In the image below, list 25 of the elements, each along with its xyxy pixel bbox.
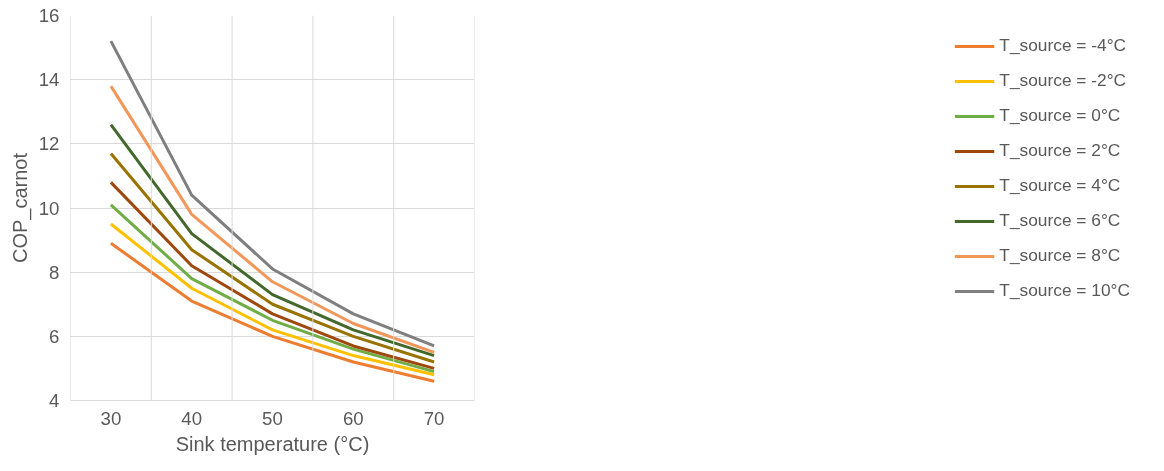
y-tick-label: 6: [49, 325, 60, 347]
legend-label: T_source = 6°C: [999, 210, 1121, 231]
legend-label: T_source = -4°C: [999, 35, 1127, 56]
y-tick-label: 16: [38, 5, 60, 26]
x-tick-label: 30: [100, 407, 122, 429]
x-tick-label: 70: [423, 407, 445, 429]
legend-label: T_source = 2°C: [999, 140, 1121, 161]
x-tick-label: 40: [181, 407, 203, 429]
y-tick-label: 14: [38, 69, 60, 91]
line-series: [109, 241, 436, 383]
legend-label: T_source = 0°C: [999, 105, 1121, 126]
x-tick-label: 50: [262, 407, 283, 429]
y-tick-label: 10: [38, 197, 60, 219]
legend-label: T_source = 10°C: [999, 280, 1130, 301]
y-axis-title: COP_carnot: [8, 152, 32, 264]
legend-label: T_source = -2°C: [999, 70, 1127, 91]
x-axis-title: Sink temperature (°C): [175, 432, 370, 455]
y-tick-label: 12: [38, 133, 60, 155]
legend-label: T_source = 4°C: [999, 175, 1121, 196]
legend-label: T_source = 8°C: [999, 245, 1121, 266]
x-tick-label: 60: [342, 407, 364, 429]
y-tick-label: 8: [49, 261, 60, 283]
line-series: [109, 84, 436, 354]
line-series: [109, 39, 436, 348]
y-tick-label: 4: [49, 390, 60, 411]
